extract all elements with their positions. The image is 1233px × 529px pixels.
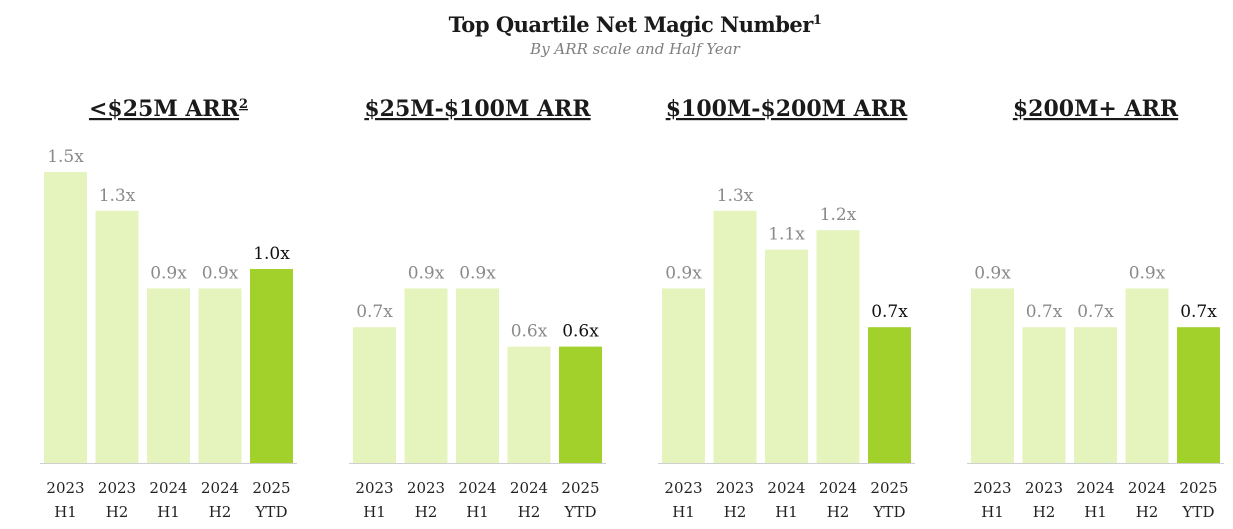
x-tick-label-period: H1 [1084,503,1107,521]
data-label: 0.9x [150,263,187,283]
chart-title-text: Top Quartile Net Magic Number [448,12,814,37]
bar [1074,327,1117,463]
x-tick-label-year: 2024 [510,479,548,497]
panel-title-text: $25M-$100M ARR [364,96,591,122]
bar [404,288,448,463]
data-label: 0.9x [974,263,1011,283]
x-tick-label-year: 2023 [355,479,393,497]
x-tick-label-period: H1 [466,503,489,521]
data-label: 0.7x [871,302,908,322]
data-label: 1.2x [820,205,857,225]
x-tick-label-year: 2023 [716,479,754,497]
data-label: 0.9x [1129,263,1166,283]
x-tick-label-period: YTD [1182,503,1215,521]
bar [44,172,87,463]
x-tick-label-year: 2024 [819,479,857,497]
bar [868,327,911,463]
x-tick-label-year: 2023 [46,479,84,497]
bar [662,288,705,463]
x-tick-label-year: 2024 [767,479,805,497]
panel-title: $200M+ ARR [1013,96,1179,122]
data-label: 0.7x [1180,302,1217,322]
data-label: 0.6x [562,322,599,342]
bar [765,249,808,463]
data-label: 0.9x [459,263,496,283]
bar [1177,327,1220,463]
data-label: 1.5x [47,147,84,167]
x-tick-label-period: H1 [54,503,77,521]
bar [147,288,190,463]
bar-panel-1: <$25M ARR2 1.5x 2023 H1 1.3x 2023 H2 0.9x 2024 H1… [40,96,297,521]
x-tick-label-year: 2024 [1076,479,1114,497]
data-label: 1.3x [717,186,754,206]
x-tick-label-year: 2024 [149,479,187,497]
x-tick-label-period: H1 [363,503,386,521]
bar [250,269,293,463]
x-tick-label-period: H2 [724,503,747,521]
data-label: 1.0x [253,244,290,264]
bar [198,288,242,463]
x-tick-label-period: YTD [564,503,597,521]
panel-title-footnote: 2 [239,97,248,112]
bar [507,346,551,463]
chart-title-footnote: 1 [812,13,822,28]
bar-panel-3: $100M-$200M ARR 0.9x 2023 H1 1.3x 2023 H2 1.1x 2… [658,96,915,521]
x-tick-label-period: H1 [157,503,180,521]
bar [971,288,1014,463]
bar [1022,327,1066,463]
panel-title: $25M-$100M ARR [364,96,591,122]
x-tick-label-year: 2023 [98,479,136,497]
x-tick-label-period: H2 [1033,503,1056,521]
data-label: 1.3x [99,186,136,206]
x-tick-label-period: H2 [518,503,541,521]
x-tick-label-period: H1 [672,503,695,521]
x-tick-label-year: 2023 [973,479,1011,497]
bar [816,230,860,463]
x-tick-label-year: 2024 [1128,479,1166,497]
panel-title-text: $200M+ ARR [1013,96,1179,122]
data-label: 0.7x [1026,302,1063,322]
chart-title: Top Quartile Net Magic Number1 [0,12,1233,37]
x-tick-label-year: 2024 [201,479,239,497]
x-tick-label-year: 2023 [1025,479,1063,497]
bar-panel-4: $200M+ ARR 0.9x 2023 H1 0.7x 2023 H2 0.7x 2024 H1… [967,96,1224,521]
data-label: 0.9x [202,263,239,283]
data-label: 1.1x [768,225,805,245]
data-label: 0.9x [665,263,702,283]
panel-title: $100M-$200M ARR [666,96,908,122]
x-tick-label-period: H2 [415,503,438,521]
data-label: 0.9x [408,263,445,283]
bar [559,346,602,463]
x-tick-label-year: 2025 [1179,479,1217,497]
x-tick-label-period: H2 [1136,503,1159,521]
x-tick-label-year: 2025 [252,479,290,497]
chart-subtitle: By ARR scale and Half Year [530,40,740,58]
x-tick-label-period: YTD [255,503,288,521]
x-tick-label-period: H1 [981,503,1004,521]
x-tick-label-year: 2023 [664,479,702,497]
bar [456,288,499,463]
bar [713,210,757,463]
x-tick-label-year: 2024 [458,479,496,497]
data-label: 0.7x [356,302,393,322]
x-tick-label-period: YTD [873,503,906,521]
panel-title-text: $100M-$200M ARR [666,96,908,122]
x-tick-label-year: 2025 [870,479,908,497]
panel-title-text: <$25M ARR [89,96,240,122]
x-tick-label-year: 2023 [407,479,445,497]
panel-title: <$25M ARR2 [89,96,248,122]
x-tick-label-period: H2 [106,503,129,521]
x-tick-label-period: H1 [775,503,798,521]
bar [95,210,139,463]
data-label: 0.7x [1077,302,1114,322]
data-label: 0.6x [511,322,548,342]
bar [1125,288,1169,463]
x-tick-label-year: 2025 [561,479,599,497]
x-tick-label-period: H2 [209,503,232,521]
bar [353,327,396,463]
bar-panel-2: $25M-$100M ARR 0.7x 2023 H1 0.9x 2023 H2 0.9x 20… [349,96,606,521]
x-tick-label-period: H2 [827,503,850,521]
